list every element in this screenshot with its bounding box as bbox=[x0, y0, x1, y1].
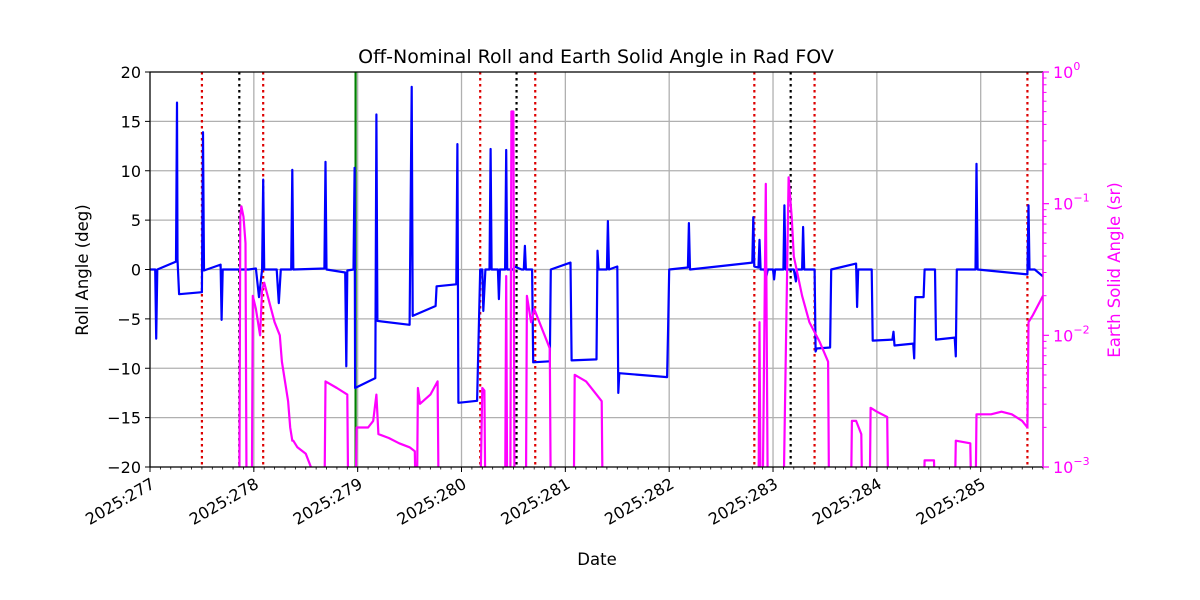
y-right-tick-label: 10−2 bbox=[1053, 323, 1090, 345]
tick-exponent: 0 bbox=[1073, 60, 1080, 73]
y-left-tick-label: 5 bbox=[131, 211, 141, 230]
earth-solid-angle-line bbox=[238, 110, 1043, 467]
y-left-tick-label: 10 bbox=[121, 162, 141, 181]
tick-exponent: −1 bbox=[1073, 192, 1089, 205]
x-tick-label: 2025:284 bbox=[809, 474, 885, 529]
tick-exponent: −2 bbox=[1073, 323, 1089, 336]
y-left-tick-label: −10 bbox=[107, 359, 141, 378]
y-left-tick-label: −15 bbox=[107, 409, 141, 428]
y-left-tick-label: 0 bbox=[131, 261, 141, 280]
y-left-tick-label: 20 bbox=[121, 63, 141, 82]
y-left-tick-label: −20 bbox=[107, 458, 141, 477]
x-tick-label: 2025:278 bbox=[186, 474, 262, 529]
tick-base: 10 bbox=[1053, 63, 1073, 82]
y-right-tick-label: 10−3 bbox=[1053, 455, 1090, 477]
x-tick-label: 2025:282 bbox=[601, 474, 677, 529]
roll-angle-line bbox=[150, 85, 1043, 404]
y-left-tick-label: 15 bbox=[121, 112, 141, 131]
x-tick-label: 2025:277 bbox=[82, 474, 158, 529]
tick-exponent: −3 bbox=[1073, 455, 1089, 468]
y-left-tick-label: −5 bbox=[117, 310, 141, 329]
chart-title: Off-Nominal Roll and Earth Solid Angle i… bbox=[358, 46, 834, 68]
x-tick-label: 2025:281 bbox=[497, 474, 573, 529]
tick-base: 10 bbox=[1053, 458, 1073, 477]
tick-base: 10 bbox=[1053, 195, 1073, 214]
y-right-tick-label: 10−1 bbox=[1053, 192, 1090, 214]
x-axis-label: Date bbox=[577, 550, 616, 569]
y-right-tick-label: 100 bbox=[1053, 60, 1080, 82]
series-lines bbox=[150, 85, 1043, 467]
x-tick-label: 2025:283 bbox=[705, 474, 781, 529]
x-tick-label: 2025:285 bbox=[913, 474, 989, 529]
tick-base: 10 bbox=[1053, 326, 1073, 345]
x-tick-label: 2025:280 bbox=[394, 474, 470, 529]
y-axis-label-right: Earth Solid Angle (sr) bbox=[1105, 182, 1124, 357]
y-axis-label-left: Roll Angle (deg) bbox=[73, 204, 92, 335]
x-tick-label: 2025:279 bbox=[290, 474, 366, 529]
